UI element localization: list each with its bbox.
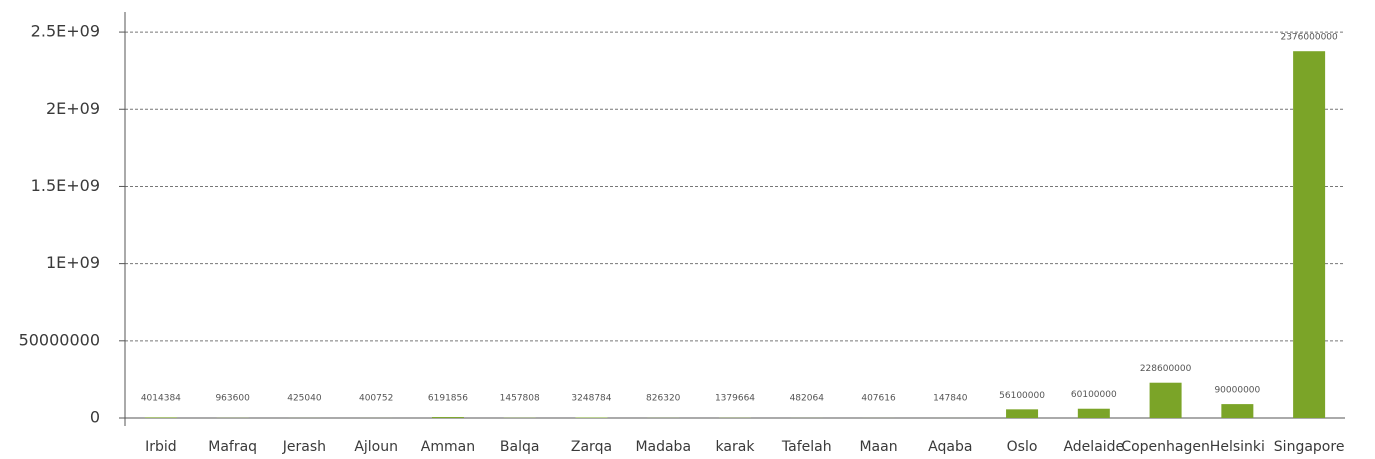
bar xyxy=(1006,409,1039,418)
x-tick-label: Madaba xyxy=(635,439,691,455)
bar xyxy=(144,417,177,418)
x-tick-label: Amman xyxy=(421,439,475,455)
bar xyxy=(1293,51,1326,419)
bar xyxy=(1149,382,1182,418)
data-label: 963600 xyxy=(215,394,250,404)
data-label: 407616 xyxy=(861,394,896,404)
data-label: 228600000 xyxy=(1140,364,1192,374)
data-label: 400752 xyxy=(359,394,393,404)
x-tick-label: Tafelah xyxy=(781,439,832,455)
x-tick-label: Singapore xyxy=(1274,439,1345,455)
x-tick-label: Copenhagen xyxy=(1121,439,1210,455)
x-tick-label: Adelaide xyxy=(1063,439,1124,455)
x-tick-label: Balqa xyxy=(500,439,540,455)
data-label: 6191856 xyxy=(428,394,468,404)
data-label: 147840 xyxy=(933,394,968,404)
x-tick-label: Oslo xyxy=(1007,439,1038,455)
y-tick-label: 2E+09 xyxy=(46,99,100,118)
x-tick-label: Mafraq xyxy=(208,439,257,455)
x-tick-label: Ajloun xyxy=(354,439,398,455)
data-label: 1379664 xyxy=(715,394,755,404)
y-tick-label: 0 xyxy=(90,408,100,427)
y-tick-label: 2.5E+09 xyxy=(31,22,100,41)
bar xyxy=(575,417,608,418)
x-tick-label: karak xyxy=(716,439,756,455)
y-tick-label: 1.5E+09 xyxy=(31,176,100,195)
bar xyxy=(431,417,464,418)
data-label: 826320 xyxy=(646,394,681,404)
x-tick-label: Maan xyxy=(859,439,897,455)
data-label: 56100000 xyxy=(999,391,1045,401)
x-tick-label: Aqaba xyxy=(928,439,972,455)
y-tick-label: 1E+09 xyxy=(46,253,100,272)
data-label: 3248784 xyxy=(571,394,611,404)
bar xyxy=(1221,404,1254,418)
data-label: 90000000 xyxy=(1214,386,1260,396)
data-label: 1457808 xyxy=(500,394,540,404)
x-tick-label: Jerash xyxy=(282,439,326,455)
data-label: 482064 xyxy=(790,394,825,404)
data-label: 4014384 xyxy=(141,394,181,404)
x-tick-label: Helsinki xyxy=(1210,439,1265,455)
x-tick-label: Irbid xyxy=(145,439,177,455)
data-label: 60100000 xyxy=(1071,390,1117,400)
y-tick-label: 50000000 xyxy=(19,330,100,349)
x-tick-label: Zarqa xyxy=(571,439,612,455)
data-label: 2376000000 xyxy=(1280,33,1338,43)
bar xyxy=(1077,408,1110,418)
data-label: 425040 xyxy=(287,394,322,404)
